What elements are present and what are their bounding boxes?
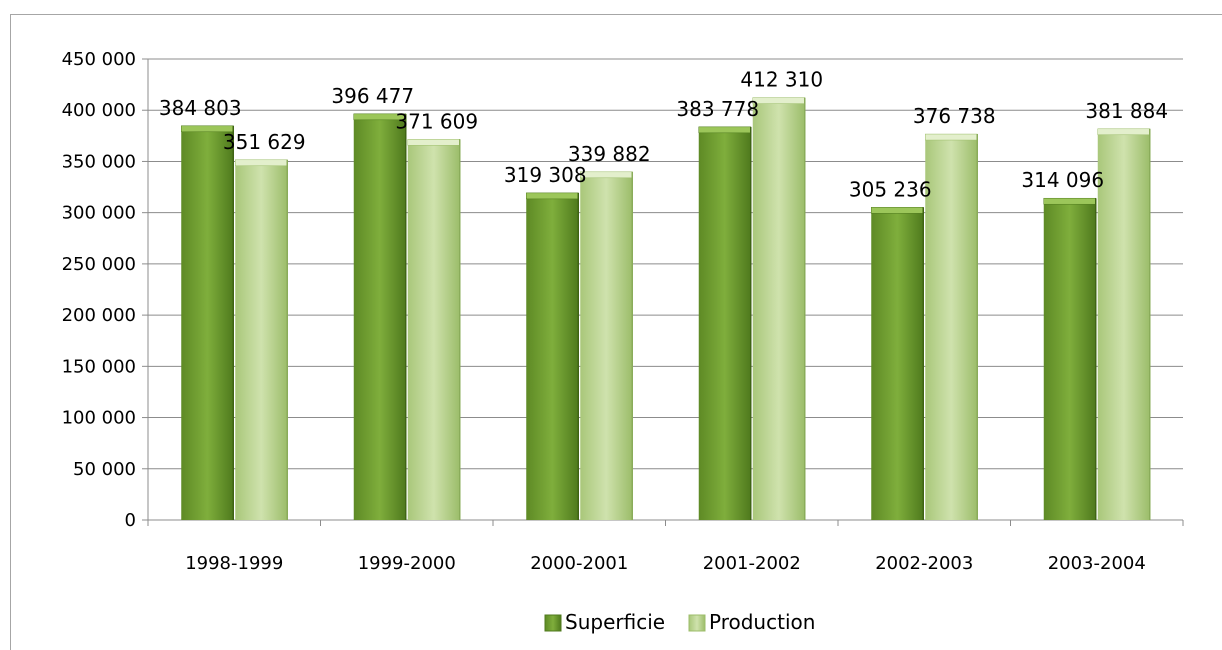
y-tick-label: 50 000: [73, 459, 136, 480]
bar-production-2003-2004: [1097, 128, 1150, 520]
data-label: 381 884: [1085, 99, 1168, 123]
y-tick-label: 0: [125, 510, 136, 531]
bar-cap: [1043, 197, 1096, 205]
data-label: 396 477: [331, 84, 414, 108]
data-label: 351 629: [223, 130, 306, 154]
y-tick-label: 450 000: [62, 49, 136, 70]
bar-production-2002-2003: [925, 134, 978, 520]
bar-superficie-2002-2003: [871, 207, 924, 520]
bar-cap: [235, 159, 288, 167]
x-tick-label: 1998-1999: [185, 553, 283, 574]
bar-production-1999-2000: [407, 139, 460, 520]
data-label: 371 609: [395, 109, 478, 133]
x-tick-label: 2003-2004: [1048, 553, 1146, 574]
data-label: 376 738: [913, 104, 996, 128]
legend-label-production: Production: [709, 610, 815, 634]
bar-production-2001-2002: [752, 97, 805, 520]
bar-superficie-2000-2001: [526, 192, 579, 520]
bar-cap: [871, 207, 924, 214]
y-tick-label: 400 000: [62, 100, 136, 121]
axis-layer: 0 50 000 100 000 150 000 200 000 250 000 300 0…: [62, 49, 1184, 574]
bar-cap: [698, 126, 751, 134]
x-tick-label: 2002-2003: [875, 553, 973, 574]
data-label: 383 778: [676, 97, 759, 121]
y-tick-label: 200 000: [62, 305, 136, 326]
bar-cap: [1097, 128, 1150, 136]
data-label: 305 236: [849, 177, 932, 201]
y-tick-label: 250 000: [62, 254, 136, 275]
bar-cap: [407, 139, 460, 146]
y-tick-label: 100 000: [62, 408, 136, 429]
bar-production-1998-1999: [235, 159, 288, 520]
y-tick-label: 150 000: [62, 356, 136, 377]
bar-production-2000-2001: [580, 171, 633, 521]
data-label: 319 308: [504, 163, 587, 187]
data-label: 412 310: [740, 68, 823, 92]
bar-cap: [526, 192, 579, 200]
x-tick-label: 2000-2001: [530, 553, 628, 574]
chart-frame: [10, 14, 1222, 650]
grid-layer: [148, 58, 1183, 470]
bar-layer: [181, 97, 1151, 521]
legend-label-superficie: Superficie: [565, 610, 665, 634]
bar-cap: [752, 97, 805, 104]
bar-superficie-1999-2000: [353, 113, 406, 521]
bar-superficie-1998-1999: [181, 125, 234, 520]
y-tick-label: 350 000: [62, 151, 136, 172]
x-tick-label: 1999-2000: [358, 553, 456, 574]
data-label: 384 803: [159, 96, 242, 120]
bar-superficie-2001-2002: [698, 126, 751, 520]
bar-cap: [580, 171, 633, 179]
y-tick-label: 300 000: [62, 203, 136, 224]
bar-superficie-2003-2004: [1043, 198, 1096, 520]
x-tick-label: 2001-2002: [703, 553, 801, 574]
bar-cap: [925, 133, 978, 141]
legend-swatch-production: [688, 614, 706, 632]
data-label: 314 096: [1021, 168, 1104, 192]
legend-swatch-superficie: [544, 614, 562, 632]
data-label: 339 882: [568, 142, 651, 166]
legend: Superficie Production: [544, 610, 815, 634]
